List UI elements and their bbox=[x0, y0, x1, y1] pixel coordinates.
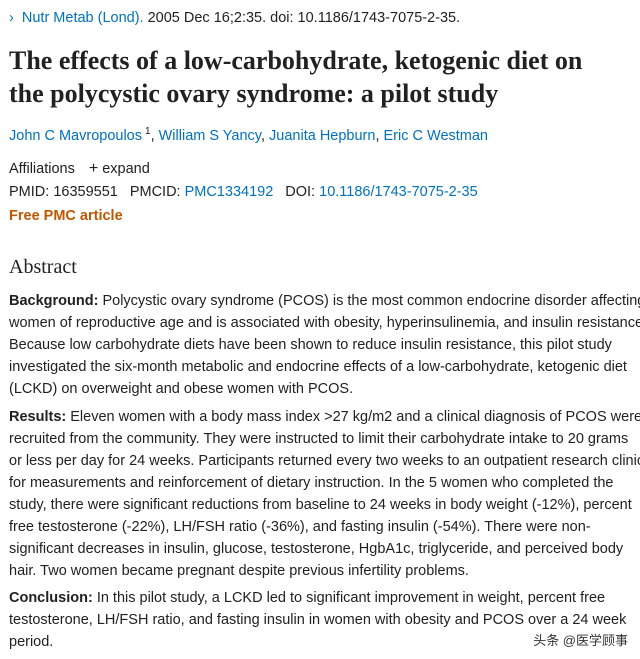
doi-label: DOI: bbox=[285, 184, 316, 200]
plus-icon: + bbox=[88, 160, 99, 177]
author-link[interactable]: Eric C Westman bbox=[383, 127, 488, 144]
conclusion-label: Conclusion: bbox=[9, 590, 93, 606]
citation-details: 2005 Dec 16;2:35. doi: 10.1186/1743-7075… bbox=[147, 10, 461, 26]
identifiers-row: PMID: 16359551 PMCID: PMC1334192 DOI: 10.1… bbox=[9, 184, 478, 200]
abstract-conclusion: Conclusion: In this pilot study, a LCKD … bbox=[9, 587, 640, 653]
abstract-line: significant decreases in insulin, glucos… bbox=[9, 541, 624, 557]
article-title: The effects of a low-carbohydrate, ketog… bbox=[9, 44, 640, 110]
author-link[interactable]: John C Mavropoulos bbox=[9, 127, 142, 144]
affiliation-ref[interactable]: 1 bbox=[145, 126, 151, 137]
abstract-line: investigated the six-month metabolic and… bbox=[9, 359, 627, 375]
abstract-line: or less per day for 24 weeks. Participan… bbox=[9, 453, 640, 469]
chevron-right-icon: › bbox=[9, 10, 14, 26]
pmcid-link[interactable]: PMC1334192 bbox=[184, 184, 274, 200]
abstract-line: Polycystic ovary syndrome (PCOS) is the … bbox=[102, 293, 640, 309]
abstract-line: period. bbox=[9, 634, 54, 650]
affiliations-row: Affiliations + expand bbox=[9, 160, 150, 178]
abstract-line: testosterone, LH/FSH ratio, and fasting … bbox=[9, 612, 627, 628]
abstract-line: (LCKD) on overweight and obese women wit… bbox=[9, 381, 354, 397]
watermark-text: 头条 @医学顾事 bbox=[533, 630, 628, 649]
free-pmc-article-badge[interactable]: Free PMC article bbox=[9, 208, 123, 224]
affiliations-label: Affiliations bbox=[9, 161, 75, 177]
abstract-line: for measurements and reinforcement of di… bbox=[9, 475, 614, 491]
abstract-line: women of reproductive age and is associa… bbox=[9, 315, 640, 331]
citation-line: › Nutr Metab (Lond). 2005 Dec 16;2:35. d… bbox=[9, 10, 460, 26]
abstract-line: hair. Two women became pregnant despite … bbox=[9, 563, 469, 579]
abstract-heading: Abstract bbox=[9, 256, 77, 278]
doi-link[interactable]: 10.1186/1743-7075-2-35 bbox=[319, 184, 478, 200]
article-title-line: the polycystic ovary syndrome: a pilot s… bbox=[9, 79, 499, 108]
article-title-line: The effects of a low-carbohydrate, ketog… bbox=[9, 46, 583, 75]
abstract-line: free testosterone (-22%), LH/FSH ratio (… bbox=[9, 519, 591, 535]
abstract-line: Because low carbohydrate diets have been… bbox=[9, 337, 612, 353]
background-label: Background: bbox=[9, 293, 99, 309]
author-link[interactable]: William S Yancy bbox=[158, 127, 261, 144]
author-list: John C Mavropoulos 1, William S Yancy, Ju… bbox=[9, 126, 488, 144]
expand-affiliations-button[interactable]: + expand bbox=[88, 160, 150, 177]
abstract-background: Background: Polycystic ovary syndrome (P… bbox=[9, 290, 640, 400]
pmcid-label: PMCID: bbox=[129, 184, 181, 200]
journal-link[interactable]: Nutr Metab (Lond). bbox=[21, 10, 144, 26]
abstract-line: study, there were significant reductions… bbox=[9, 497, 632, 513]
results-label: Results: bbox=[9, 409, 67, 425]
author-link[interactable]: Juanita Hepburn bbox=[269, 127, 376, 144]
pmid-label: PMID: bbox=[9, 184, 50, 200]
abstract-line: Eleven women with a body mass index >27 … bbox=[70, 409, 640, 425]
abstract-line: recruited from the community. They were … bbox=[9, 431, 629, 447]
pmid-value: 16359551 bbox=[53, 184, 118, 200]
abstract-results: Results: Eleven women with a body mass i… bbox=[9, 406, 640, 582]
abstract-line: In this pilot study, a LCKD led to signi… bbox=[96, 590, 606, 606]
expand-label: expand bbox=[102, 161, 150, 177]
